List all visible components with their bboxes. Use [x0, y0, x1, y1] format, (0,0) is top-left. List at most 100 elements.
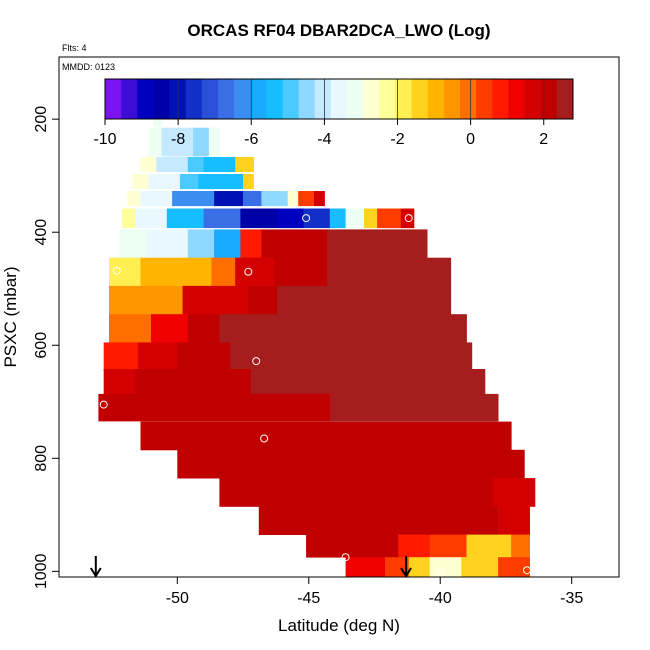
x-axis-label: Latitude (deg N)	[278, 616, 400, 635]
sample-marker	[302, 214, 311, 223]
heatmap-cell	[172, 191, 215, 207]
heatmap-cell	[243, 174, 254, 190]
heatmap-cell	[429, 557, 462, 577]
heatmap-cell	[240, 208, 278, 229]
colorbar-swatch	[347, 79, 364, 119]
heatmap-cell	[140, 191, 173, 207]
heatmap-cell	[109, 257, 141, 287]
colorbar-tick-label: 2	[539, 131, 548, 148]
colorbar-swatch	[266, 79, 283, 119]
colorbar-swatch	[185, 79, 203, 119]
heatmap-cell	[466, 534, 512, 558]
y-tick-label: 800	[33, 445, 50, 472]
heatmap-cell	[203, 208, 241, 229]
heatmap-cell	[511, 478, 536, 507]
colorbar-swatch	[492, 79, 509, 119]
sample-marker	[260, 434, 269, 443]
colorbar-swatch	[153, 79, 170, 119]
heatmap-cell	[298, 191, 315, 207]
heatmap-cell	[400, 208, 415, 229]
colorbar-tick-label: -8	[171, 131, 185, 148]
heatmap-cell	[243, 191, 262, 207]
x-tick-label: -45	[297, 590, 320, 607]
heatmap-cell	[140, 421, 512, 451]
x-tick-label: -40	[429, 590, 452, 607]
heatmap-cell	[122, 208, 136, 229]
sample-arrows	[89, 556, 412, 578]
heatmap-cell	[219, 314, 467, 343]
heatmap-cell	[156, 157, 189, 173]
heatmap-cell	[140, 393, 220, 422]
sample-marker	[436, 567, 445, 576]
heatmap-cell	[208, 127, 220, 157]
colorbar-tick-label: 0	[466, 131, 475, 148]
heatmap-cell	[211, 257, 236, 287]
sample-marker	[533, 466, 542, 475]
x-tick-label: -35	[560, 590, 583, 607]
heatmap-cell	[182, 285, 249, 315]
colorbar-swatch	[121, 79, 138, 119]
heatmap-cell	[151, 314, 189, 343]
arrow-head	[400, 567, 412, 578]
marker-points	[99, 214, 542, 576]
heatmap-cell	[219, 393, 331, 422]
heatmap-cell	[148, 127, 162, 157]
colorbar-swatch	[250, 79, 267, 119]
colorbar-swatch	[282, 79, 299, 119]
heatmap-cell	[235, 257, 275, 287]
date-note: MMDD: 0123	[62, 62, 115, 72]
heatmap-cell	[187, 157, 204, 173]
plot-frame	[58, 56, 620, 578]
heatmap-cell	[345, 557, 386, 577]
colorbar-tick-label: -2	[390, 131, 404, 148]
colorbar-swatch	[379, 79, 396, 119]
heatmap-cell	[408, 557, 431, 577]
heatmap-cell	[364, 208, 378, 229]
heatmap-cell	[327, 257, 423, 287]
colorbar-swatch	[314, 79, 332, 119]
heatmap-cell	[261, 191, 289, 207]
heatmap-cell	[306, 534, 399, 558]
colorbar-swatch	[330, 79, 348, 119]
heatmap-cell	[461, 557, 499, 577]
heatmap-cell	[109, 285, 183, 315]
heatmap-cell	[421, 257, 452, 287]
heatmap-cell	[109, 314, 152, 343]
heatmap-cell	[398, 534, 431, 558]
colorbar-swatch	[298, 79, 316, 119]
heatmap-cell	[240, 229, 262, 259]
heatmap-cell	[377, 208, 402, 229]
sample-marker	[244, 267, 253, 276]
heatmap-cell	[258, 506, 415, 535]
colorbar-swatch	[524, 79, 542, 119]
colorbar-swatch	[556, 79, 574, 119]
colorbar-swatch	[411, 79, 429, 119]
colorbar-swatch	[427, 79, 445, 119]
colorbar-swatch	[460, 79, 477, 119]
heatmap-cell	[248, 285, 278, 315]
colorbar-frame	[104, 78, 574, 120]
heatmap-cell	[145, 229, 189, 259]
heatmap-cell	[287, 191, 299, 207]
heatmap-cell	[177, 342, 231, 372]
heatmap-cell	[277, 208, 304, 229]
heatmap-cell	[132, 174, 149, 190]
heatmap-cell	[314, 191, 325, 207]
heatmap-cell	[329, 393, 499, 422]
heatmap-cell	[329, 208, 346, 229]
heatmap-cell	[161, 127, 194, 157]
heatmap-cell	[135, 208, 168, 229]
heatmap-cell	[511, 534, 530, 558]
heatmap-cell	[166, 208, 204, 229]
colorbar-swatch	[234, 79, 251, 119]
heatmap-cells	[98, 111, 536, 577]
heatmap-cell	[229, 342, 473, 372]
heatmap-cell	[277, 285, 452, 315]
heatmap-cell	[140, 157, 157, 173]
heatmap-cell	[148, 174, 181, 190]
x-axis: -50 -45 -40 -35	[166, 577, 583, 607]
colorbar-swatch	[476, 79, 493, 119]
heatmap-cell	[413, 506, 499, 535]
heatmap-cell	[492, 478, 512, 507]
